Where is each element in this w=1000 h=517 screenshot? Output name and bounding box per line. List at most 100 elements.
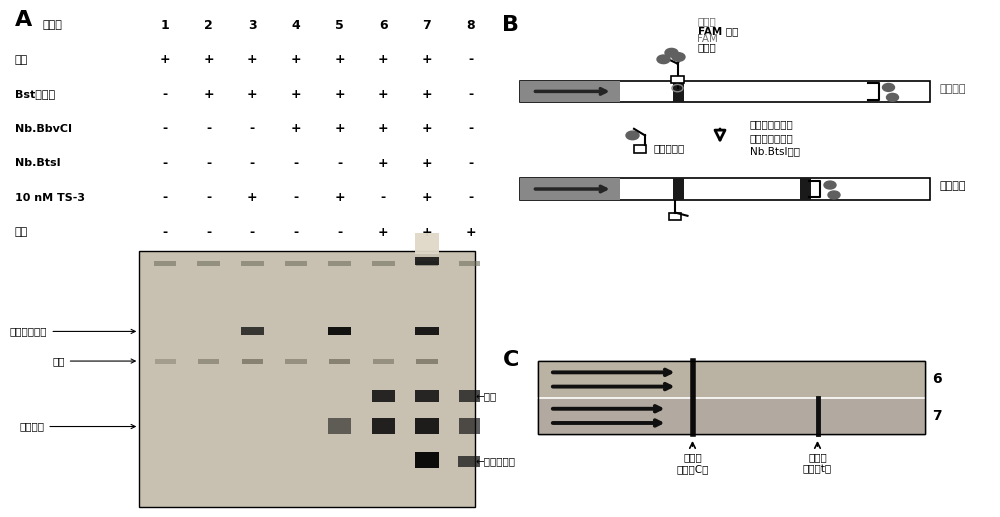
Text: -: - bbox=[163, 191, 168, 204]
Text: +: + bbox=[378, 157, 389, 170]
Text: 1: 1 bbox=[161, 19, 169, 32]
Text: B: B bbox=[503, 16, 520, 35]
Bar bbox=[415, 257, 439, 265]
Text: +: + bbox=[378, 225, 389, 239]
Bar bbox=[415, 390, 439, 402]
Text: -: - bbox=[337, 157, 342, 170]
Text: 7: 7 bbox=[932, 409, 942, 423]
Text: -: - bbox=[337, 225, 342, 239]
Text: -: - bbox=[468, 157, 473, 170]
Text: 胶体金: 胶体金 bbox=[698, 16, 716, 26]
Text: 模板: 模板 bbox=[15, 55, 28, 65]
Circle shape bbox=[883, 83, 895, 92]
Text: 样品号: 样品号 bbox=[43, 21, 63, 31]
Bar bbox=[328, 418, 351, 434]
Bar bbox=[154, 262, 176, 266]
Text: A: A bbox=[15, 10, 32, 30]
Text: ←切割后探针: ←切割后探针 bbox=[476, 457, 516, 466]
Bar bbox=[459, 418, 482, 434]
Text: 5: 5 bbox=[335, 19, 344, 32]
Text: FAM 抗体: FAM 抗体 bbox=[698, 26, 738, 36]
Bar bbox=[800, 178, 811, 200]
Bar bbox=[198, 358, 219, 363]
Text: 报告探针与触发
序列互补成双链
Nb.BtsI切断: 报告探针与触发 序列互补成双链 Nb.BtsI切断 bbox=[750, 119, 800, 156]
Text: 2: 2 bbox=[204, 19, 213, 32]
Text: -: - bbox=[206, 225, 211, 239]
Circle shape bbox=[887, 94, 898, 101]
Text: +: + bbox=[247, 88, 258, 101]
Bar bbox=[670, 76, 684, 83]
Bar bbox=[672, 81, 684, 102]
Text: +: + bbox=[422, 225, 432, 239]
Bar bbox=[328, 327, 351, 336]
Bar bbox=[538, 361, 925, 434]
Bar bbox=[285, 358, 307, 363]
Text: -: - bbox=[468, 123, 473, 135]
Text: -: - bbox=[206, 123, 211, 135]
Text: +: + bbox=[378, 123, 389, 135]
Bar bbox=[520, 81, 620, 102]
Text: +: + bbox=[160, 53, 170, 66]
Bar bbox=[520, 178, 930, 200]
Text: +: + bbox=[291, 53, 301, 66]
Bar bbox=[520, 178, 620, 200]
Text: Nb.BbvCI: Nb.BbvCI bbox=[15, 124, 72, 134]
Bar bbox=[241, 327, 264, 336]
Bar bbox=[538, 398, 925, 434]
Text: -: - bbox=[163, 225, 168, 239]
Text: +: + bbox=[465, 225, 476, 239]
Bar bbox=[139, 251, 475, 507]
Text: +: + bbox=[422, 53, 432, 66]
Text: 6: 6 bbox=[932, 372, 942, 387]
Circle shape bbox=[672, 53, 685, 62]
Text: -: - bbox=[206, 157, 211, 170]
Text: 阴性结果: 阴性结果 bbox=[940, 84, 966, 94]
Text: 链酶亲和素: 链酶亲和素 bbox=[654, 144, 685, 154]
Bar bbox=[415, 418, 439, 434]
Bar bbox=[669, 212, 681, 220]
Text: +: + bbox=[203, 53, 214, 66]
Bar bbox=[372, 262, 395, 266]
Text: 完整的
探针（C）: 完整的 探针（C） bbox=[676, 452, 709, 475]
Text: +: + bbox=[247, 191, 258, 204]
Bar bbox=[458, 456, 483, 467]
Text: +: + bbox=[291, 123, 301, 135]
Bar bbox=[285, 262, 307, 266]
Text: 触发序列: 触发序列 bbox=[19, 421, 135, 432]
Text: -: - bbox=[163, 157, 168, 170]
Text: +: + bbox=[334, 53, 345, 66]
Text: +: + bbox=[422, 123, 432, 135]
Bar bbox=[672, 178, 684, 200]
Text: +: + bbox=[203, 88, 214, 101]
Bar bbox=[328, 262, 351, 266]
Bar bbox=[538, 361, 925, 434]
Text: C: C bbox=[503, 351, 519, 370]
Bar bbox=[329, 358, 350, 363]
Text: -: - bbox=[163, 88, 168, 101]
Bar bbox=[197, 262, 220, 266]
Text: 7: 7 bbox=[423, 19, 431, 32]
Bar bbox=[241, 262, 264, 266]
Text: ←探针: ←探针 bbox=[476, 391, 497, 401]
Bar bbox=[415, 327, 439, 336]
Text: 模板: 模板 bbox=[52, 356, 135, 366]
Bar bbox=[459, 390, 482, 402]
Text: -: - bbox=[468, 191, 473, 204]
Bar bbox=[416, 358, 438, 363]
Text: Nb.BtsI: Nb.BtsI bbox=[15, 158, 60, 168]
Text: +: + bbox=[422, 191, 432, 204]
Bar bbox=[155, 358, 176, 363]
Text: +: + bbox=[334, 191, 345, 204]
Text: -: - bbox=[468, 53, 473, 66]
Text: 切断的
探针（t）: 切断的 探针（t） bbox=[803, 452, 832, 475]
Text: 10 nM TS-3: 10 nM TS-3 bbox=[15, 193, 85, 203]
Text: Bst聚合酶: Bst聚合酶 bbox=[15, 89, 55, 99]
Text: -: - bbox=[468, 88, 473, 101]
Text: 4: 4 bbox=[292, 19, 300, 32]
Text: -: - bbox=[381, 191, 386, 204]
Text: FAM: FAM bbox=[698, 35, 718, 44]
Text: -: - bbox=[293, 191, 299, 204]
Bar bbox=[415, 452, 439, 468]
Text: -: - bbox=[293, 157, 299, 170]
Circle shape bbox=[828, 191, 840, 199]
